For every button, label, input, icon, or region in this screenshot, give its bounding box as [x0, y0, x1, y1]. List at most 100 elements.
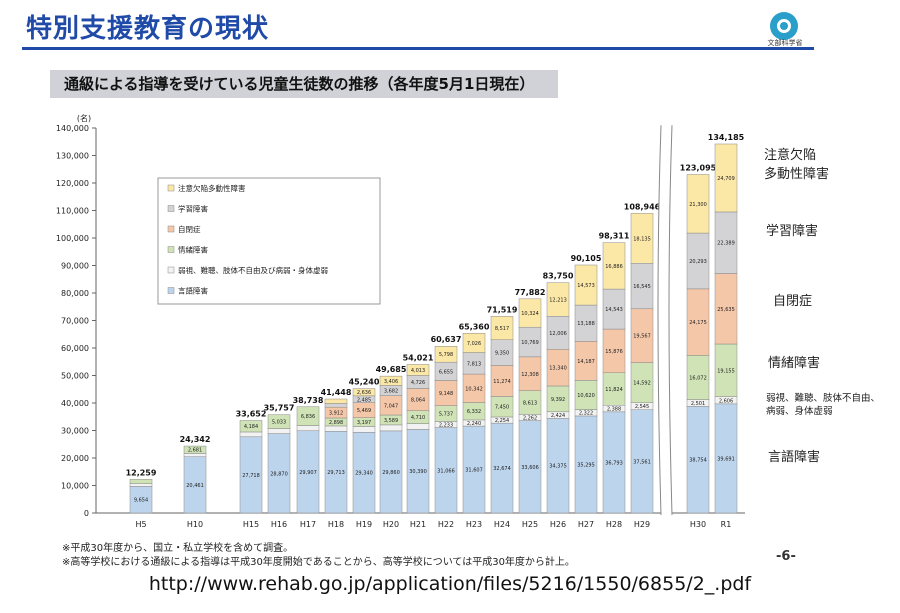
bar-total-label: 49,685 — [376, 365, 407, 374]
bar-segment-adhd — [518, 298, 542, 328]
x-tick-label: H21 — [410, 520, 426, 529]
y-tick-label: 120,000 — [56, 179, 89, 188]
bar-value-label: 30,390 — [409, 469, 427, 475]
legend-label-adhd: 注意欠陥多動性障害 — [178, 183, 246, 193]
y-tick-label: 70,000 — [61, 317, 89, 326]
x-tick-label: H20 — [383, 520, 399, 529]
bar-value-label: 6,836 — [301, 414, 315, 420]
bar-value-label: 9,148 — [439, 391, 453, 397]
bar-value-label: 2,898 — [329, 420, 343, 426]
side-label-emotional-text: 情緒障害 — [768, 356, 821, 371]
bar-value-label: 11,274 — [493, 379, 511, 385]
bar-value-label: 2,424 — [551, 413, 565, 419]
x-tick-label: H18 — [328, 520, 344, 529]
title-rule — [22, 47, 814, 50]
bar-segment-physical — [379, 424, 403, 432]
bar-value-label: 31,066 — [437, 468, 455, 474]
bar-segment-physical — [267, 428, 291, 434]
bar-total-label: 77,882 — [515, 288, 546, 297]
bar-value-label: 9,392 — [551, 397, 565, 403]
bar-value-label: 13,188 — [577, 321, 595, 327]
y-tick-label: 110,000 — [56, 207, 89, 216]
bar-segment-emotional — [296, 406, 320, 426]
bar-value-label: 25,635 — [717, 307, 735, 313]
bar-segment-physical — [352, 426, 376, 433]
bar-value-label: 4,726 — [411, 380, 425, 386]
legend-swatch-ld — [167, 205, 175, 212]
side-label-adhd-text: 注意欠陥 多動性障害 — [764, 148, 830, 182]
bar-segment-physical — [239, 431, 263, 438]
page-title: 特別支援教育の現状 — [26, 14, 270, 44]
bar-value-label: 10,342 — [465, 386, 483, 392]
bar-segment-adhd — [546, 282, 570, 317]
bar-segment-emotional — [129, 479, 153, 484]
bar-value-label: 3,589 — [384, 418, 398, 424]
bar-total-label: 98,311 — [599, 232, 630, 241]
legend-swatch-physical — [167, 266, 175, 274]
bar-value-label: 24,175 — [689, 320, 707, 326]
bar-value-label: 16,545 — [633, 284, 651, 290]
bar-value-label: 29,340 — [355, 471, 373, 477]
bar-value-label: 8,613 — [523, 401, 537, 407]
y-tick-label: 30,000 — [61, 427, 89, 436]
bar-segment-physical — [129, 483, 153, 487]
bar-value-label: 13,340 — [549, 366, 567, 372]
bar-value-label: 5,033 — [272, 420, 286, 426]
bar-value-label: 2,681 — [188, 448, 202, 454]
bar-segment-adhd — [406, 364, 430, 376]
bar-value-label: 16,072 — [689, 375, 707, 381]
bar-value-label: 15,876 — [605, 349, 623, 355]
footnote-1: ※平成30年度から、国立・私立学校を含めて調査。 — [62, 543, 294, 554]
bar-value-label: 6,332 — [467, 409, 481, 415]
bar-value-label: 2,254 — [495, 418, 509, 424]
x-tick-label: H24 — [494, 520, 510, 529]
bar-value-label: 12,213 — [549, 297, 567, 303]
bar-value-label: 2,545 — [635, 404, 649, 410]
chart-subtitle: 通級による指導を受けている児童生徒数の推移（各年度5月1日現在） — [50, 70, 559, 98]
bar-value-label: 4,710 — [411, 415, 425, 421]
x-tick-label: H22 — [438, 520, 454, 529]
bar-segment-adhd — [602, 242, 626, 290]
bar-value-label: 14,543 — [605, 307, 623, 313]
x-tick-label: H28 — [606, 520, 622, 529]
y-tick-label: 100,000 — [56, 234, 89, 243]
bar-segment-physical — [296, 425, 320, 432]
bar-total-label: 24,342 — [180, 435, 211, 444]
bar-value-label: 7,813 — [467, 361, 481, 367]
bar-total-label: 90,105 — [571, 254, 602, 263]
y-tick-label: 60,000 — [61, 344, 89, 353]
bar-value-label: 10,620 — [577, 393, 595, 399]
bar-value-label: 4,013 — [411, 368, 425, 374]
bar-value-label: 7,450 — [495, 405, 509, 411]
legend-swatch-autism — [167, 225, 175, 233]
bar-segment-adhd — [324, 398, 348, 404]
bar-segment-emotional — [267, 414, 291, 429]
bar-value-label: 10,769 — [521, 340, 539, 346]
bar-value-label: 2,636 — [357, 390, 371, 396]
bar-value-label: 6,655 — [439, 369, 453, 375]
bar-value-label: 18,135 — [633, 236, 651, 242]
side-label-ld: 学習障害 — [766, 222, 818, 241]
bar-segment-emotional — [239, 420, 263, 433]
y-tick-label: 20,000 — [61, 454, 89, 463]
bar-total-label: 12,259 — [126, 468, 157, 477]
bar-value-label: 19,567 — [633, 334, 651, 340]
side-label-language: 言語障害 — [768, 448, 820, 467]
legend-label-language: 言語障害 — [178, 286, 208, 296]
bar-value-label: 2,240 — [467, 421, 481, 427]
bar-segment-adhd — [686, 174, 710, 234]
bar-value-label: 5,469 — [357, 408, 371, 414]
x-tick-label: H26 — [550, 520, 566, 529]
bar-value-label: 2,501 — [691, 401, 705, 407]
logo-text: 文部科学省 — [767, 39, 803, 47]
bar-value-label: 8,517 — [495, 326, 509, 332]
footnote-2: ※高等学校における通級による指導は平成30年度開始であることから、高等学校につい… — [62, 557, 575, 568]
x-tick-label: H16 — [271, 520, 287, 529]
side-label-autism-text: 自閉症 — [773, 294, 813, 309]
y-tick-label: 10,000 — [61, 482, 89, 491]
bar-value-label: 14,592 — [633, 381, 651, 387]
bar-value-label: 38,754 — [689, 458, 707, 464]
bar-value-label: 11,824 — [605, 387, 623, 393]
bar-segment-adhd — [630, 213, 654, 264]
side-label-physical-text: 弱視、難聴、肢体不自由、 病弱、身体虚弱 — [766, 393, 881, 417]
